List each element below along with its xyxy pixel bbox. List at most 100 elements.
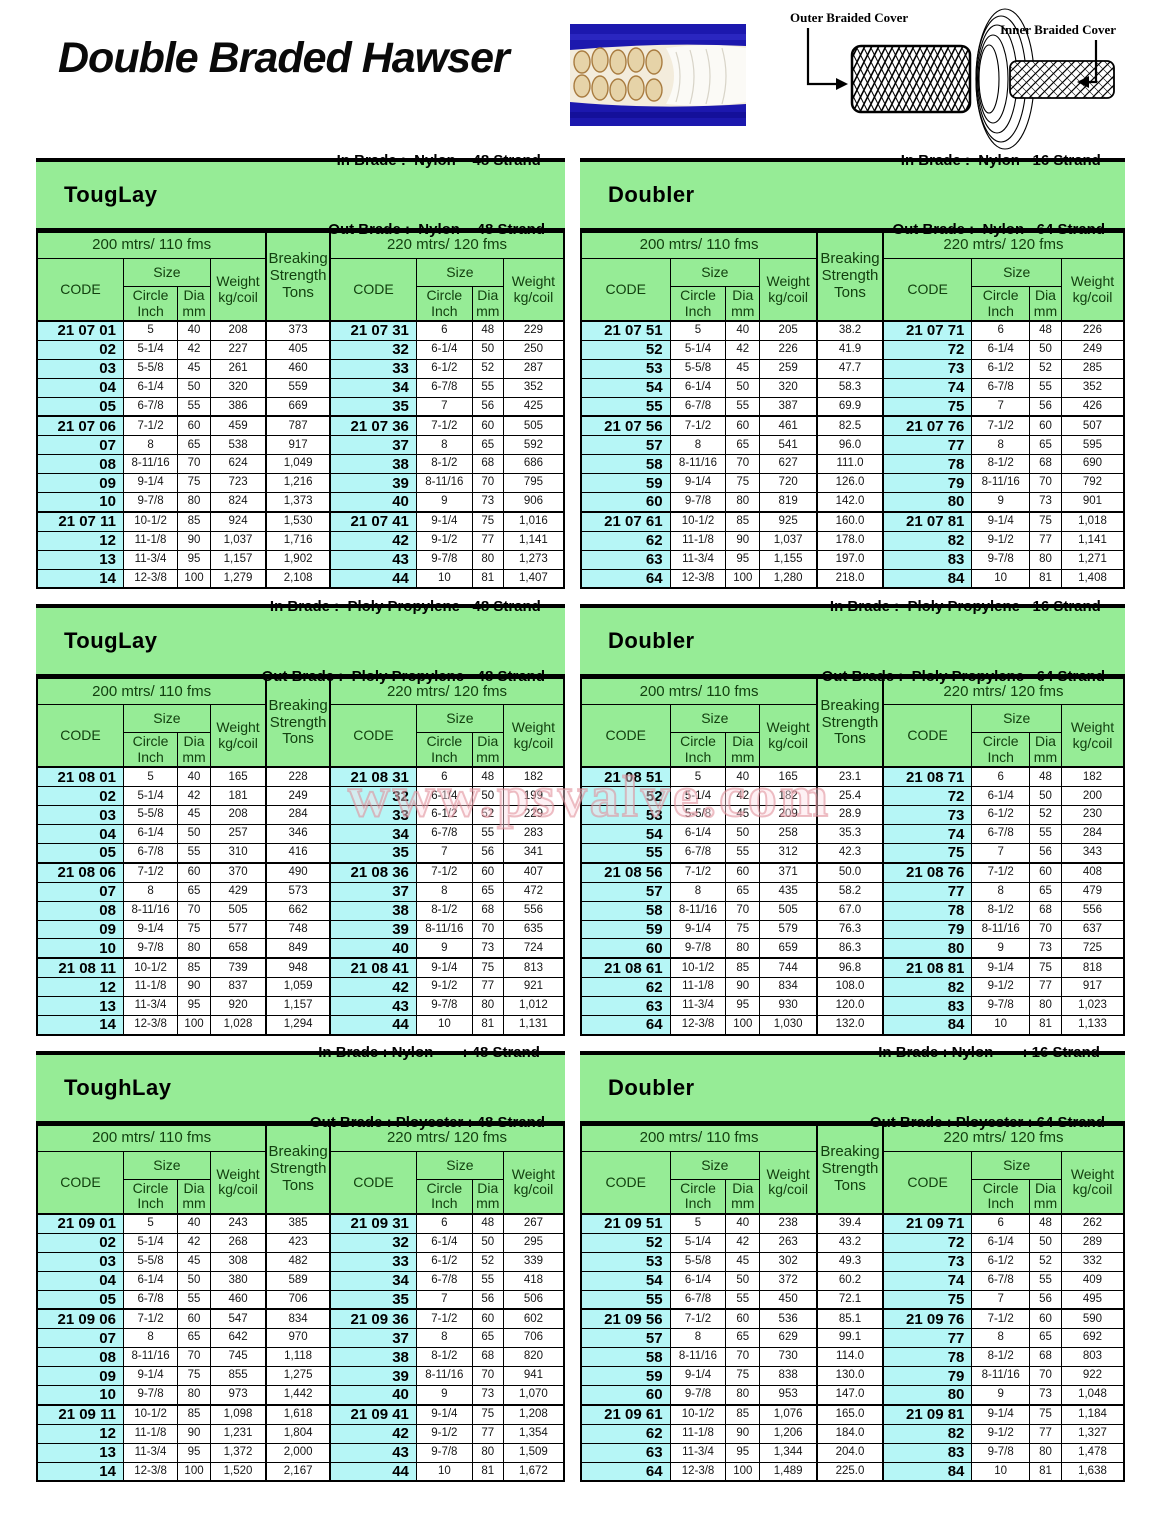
in-brade-line: In Brade : Nylon : 48 Strand: [309, 1044, 540, 1062]
spec-value-cell: 538: [209, 435, 267, 456]
breaking-value-cell: 69.9: [816, 396, 884, 417]
spec-value-cell: 48: [471, 766, 504, 788]
spec-value-cell: 90: [177, 977, 211, 998]
table-row: 10 9-7/8 80 973 1,442 40 9 73 1,070: [36, 1384, 565, 1406]
spec-value-cell: 60: [1028, 1308, 1062, 1330]
table-row: 63 11-3/4 95 1,344 204.0 83 9-7/8 80 1,478: [580, 1442, 1125, 1463]
spec-value-cell: 80: [177, 492, 211, 513]
spec-value-cell: 1,327: [1060, 1423, 1125, 1444]
code-cell: 21 09 41: [329, 1403, 417, 1425]
spec-value-cell: 380: [209, 1270, 267, 1291]
code-cell: 21 09 01: [36, 1212, 124, 1234]
spec-value-cell: 629: [759, 1328, 818, 1349]
spec-value-cell: 9-7/8: [415, 996, 473, 1017]
spec-value-cell: 9-1/2: [971, 1423, 1030, 1444]
spec-value-cell: 60: [471, 1308, 504, 1330]
breaking-value-cell: 1,530: [265, 510, 331, 532]
code-cell: 09: [36, 473, 124, 494]
spec-value-cell: 370: [209, 861, 267, 883]
spec-value-cell: 1,638: [1060, 1461, 1125, 1482]
code-cell: 21 08 41: [329, 957, 417, 979]
code-cell: 44: [329, 1461, 417, 1482]
in-brade-line: In Brade : Nylon 48 Strand: [328, 151, 541, 169]
spec-value-cell: 261: [209, 358, 267, 379]
breaking-value-cell: 67.0: [816, 900, 884, 921]
code-cell: 78: [882, 1347, 973, 1368]
code-cell: 38: [329, 454, 417, 475]
spec-value-cell: 55: [725, 843, 761, 864]
spec-value-cell: 85: [177, 510, 211, 532]
code-cell: 21 09 06: [36, 1308, 124, 1330]
spec-value-cell: 52: [1028, 805, 1062, 826]
spec-value-cell: 1,489: [759, 1461, 818, 1482]
spec-value-cell: 418: [502, 1270, 565, 1291]
spec-value-cell: 642: [209, 1328, 267, 1349]
table-row: 62 11-1/8 90 1,037 178.0 82 9-1/2 77 1,141: [580, 530, 1125, 551]
spec-value-cell: 1,672: [502, 1461, 565, 1482]
breaking-value-cell: 1,059: [265, 977, 331, 998]
code-cell: 21 07 11: [36, 510, 124, 532]
spec-value-cell: 6-1/4: [971, 1232, 1030, 1253]
table-row: 54 6-1/4 50 320 58.3 74 6-7/8 55 352: [580, 377, 1125, 398]
code-cell: 57: [580, 1328, 671, 1349]
spec-value-cell: 68: [1028, 1347, 1062, 1368]
spec-value-cell: 9-1/4: [669, 919, 727, 940]
breaking-value-cell: 47.7: [816, 358, 884, 379]
breaking-value-cell: 204.0: [816, 1442, 884, 1463]
spec-value-cell: 70: [471, 473, 504, 494]
spec-value-cell: 901: [1060, 492, 1125, 513]
spec-value-cell: 226: [1060, 319, 1125, 341]
code-cell: 21 08 76: [882, 861, 973, 883]
spec-value-cell: 283: [502, 824, 565, 845]
spec-value-cell: 45: [177, 805, 211, 826]
spec-value-cell: 320: [759, 377, 818, 398]
spec-value-cell: 55: [471, 1270, 504, 1291]
spec-value-cell: 595: [1060, 435, 1125, 456]
spec-value-cell: 11-3/4: [669, 1442, 727, 1463]
spec-value-cell: 70: [177, 1347, 211, 1368]
spec-value-cell: 5-5/8: [122, 358, 179, 379]
spec-value-cell: 8: [415, 881, 473, 902]
spec-value-cell: 60: [1028, 415, 1062, 437]
spec-value-cell: 1,131: [502, 1015, 565, 1036]
code-cell: 21 07 41: [329, 510, 417, 532]
spec-value-cell: 65: [177, 435, 211, 456]
table-row: 55 6-7/8 55 387 69.9 75 7 56 426: [580, 396, 1125, 417]
col-size: Size: [971, 258, 1062, 287]
code-cell: 35: [329, 843, 417, 864]
breaking-value-cell: 1,442: [265, 1384, 331, 1406]
code-cell: 04: [36, 824, 124, 845]
code-cell: 82: [882, 530, 973, 551]
table-row: 05 6-7/8 55 386 669 35 7 56 425: [36, 396, 565, 417]
col-group-220: 220 mtrs/ 120 fms: [882, 677, 1125, 706]
code-cell: 10: [36, 1384, 124, 1406]
spec-value-cell: 352: [502, 377, 565, 398]
spec-value-cell: 12-3/8: [669, 1015, 727, 1036]
col-group-220: 220 mtrs/ 120 fms: [882, 1124, 1125, 1152]
spec-value-cell: 50: [1028, 1232, 1062, 1253]
spec-value-cell: 68: [1028, 454, 1062, 475]
spec-value-cell: 10: [971, 1015, 1030, 1036]
spec-value-cell: 6-1/2: [971, 1251, 1030, 1272]
spec-value-cell: 8: [971, 1328, 1030, 1349]
table-row: 52 5-1/4 42 263 43.2 72 6-1/4 50 289: [580, 1232, 1125, 1253]
col-code: CODE: [36, 704, 124, 768]
code-cell: 08: [36, 454, 124, 475]
spec-value-cell: 506: [502, 1289, 565, 1310]
code-cell: 21 08 31: [329, 766, 417, 788]
table-title: Doubler: [608, 182, 695, 207]
spec-value-cell: 10-1/2: [669, 957, 727, 979]
col-code: CODE: [36, 1150, 124, 1215]
col-group-200: 200 mtrs/ 110 fms: [36, 677, 267, 706]
col-dia-mm: Dia mm: [725, 1178, 761, 1215]
spec-value-cell: 10-1/2: [669, 1403, 727, 1425]
spec-value-cell: 8-11/16: [669, 1347, 727, 1368]
spec-value-cell: 8: [415, 1328, 473, 1349]
code-cell: 07: [36, 435, 124, 456]
table-header-band: TougLay In Brade : Nylon 48 Strand Out B…: [36, 152, 565, 238]
table-row: 03 5-5/8 45 308 482 33 6-1/2 52 339: [36, 1251, 565, 1272]
spec-value-cell: 8-1/2: [415, 900, 473, 921]
col-dia-mm: Dia mm: [1028, 1178, 1062, 1215]
code-cell: 55: [580, 396, 671, 417]
spec-value-cell: 209: [759, 805, 818, 826]
